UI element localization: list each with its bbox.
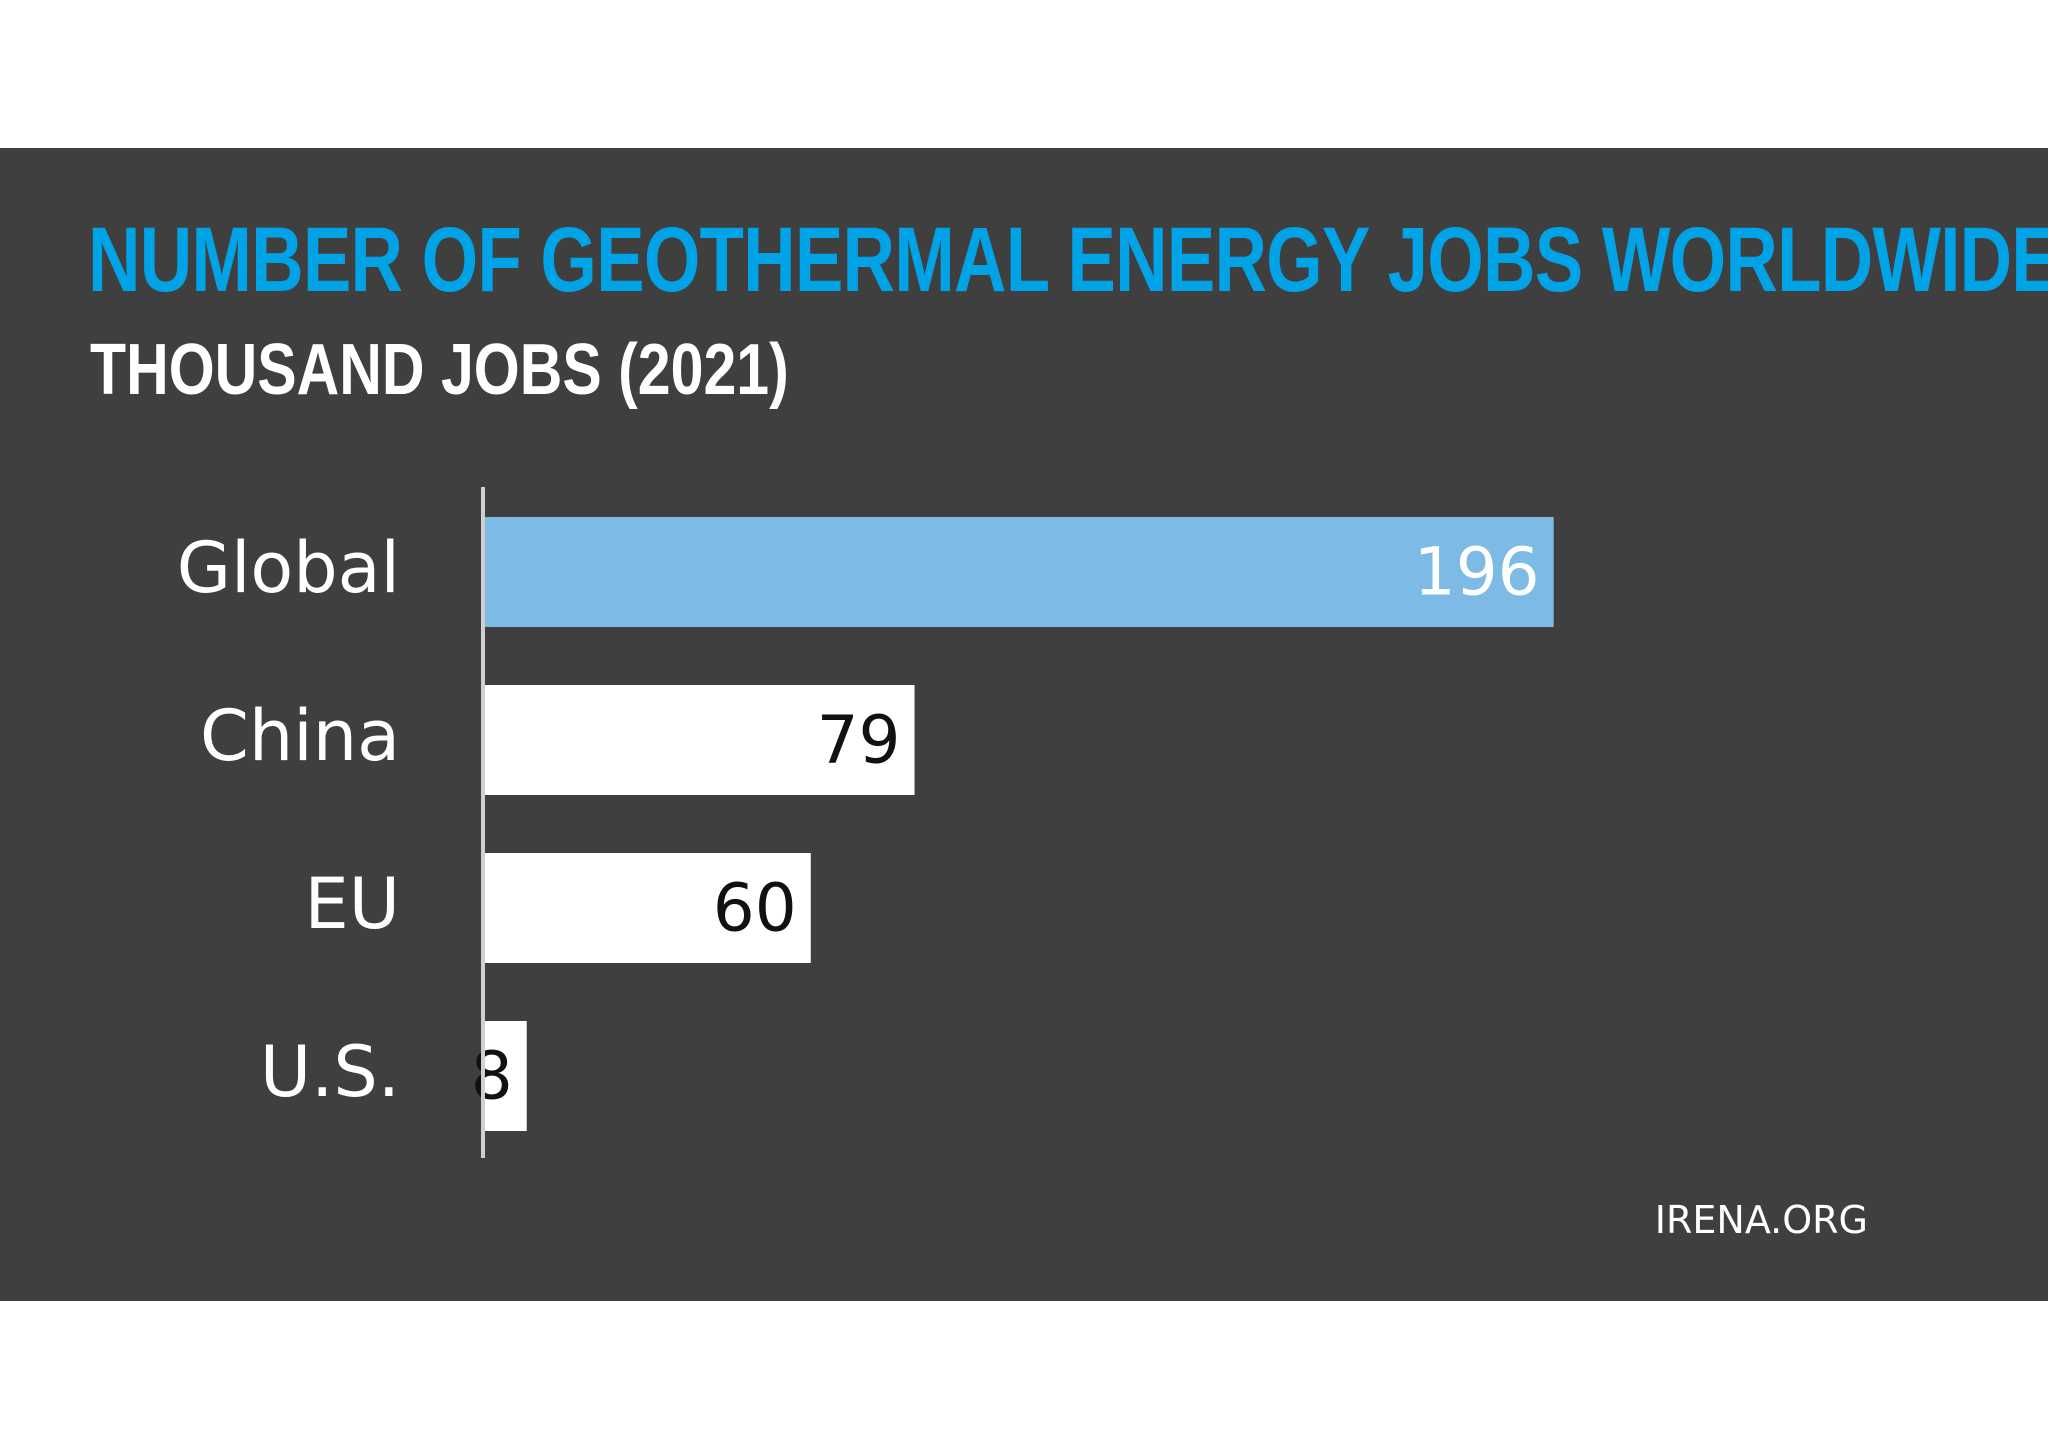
data-label: 8 — [471, 1038, 513, 1115]
bar-china — [483, 685, 915, 795]
data-label: 79 — [817, 702, 901, 779]
category-label: Global — [177, 527, 400, 609]
category-label: U.S. — [260, 1031, 400, 1113]
category-label: China — [200, 695, 400, 777]
bar-eu — [483, 853, 811, 963]
source-label: IRENA.ORG — [1654, 1198, 1868, 1242]
data-label: 196 — [1414, 534, 1540, 611]
category-label: EU — [305, 863, 400, 945]
data-label: 60 — [713, 870, 797, 947]
bar-us — [483, 1021, 527, 1131]
chart-panel — [0, 148, 2048, 1301]
chart-title: NUMBER OF GEOTHERMAL ENERGY JOBS WORLDWI… — [88, 209, 2048, 311]
chart-subtitle: THOUSAND JOBS (2021) — [90, 330, 789, 410]
bar-global — [483, 517, 1554, 627]
